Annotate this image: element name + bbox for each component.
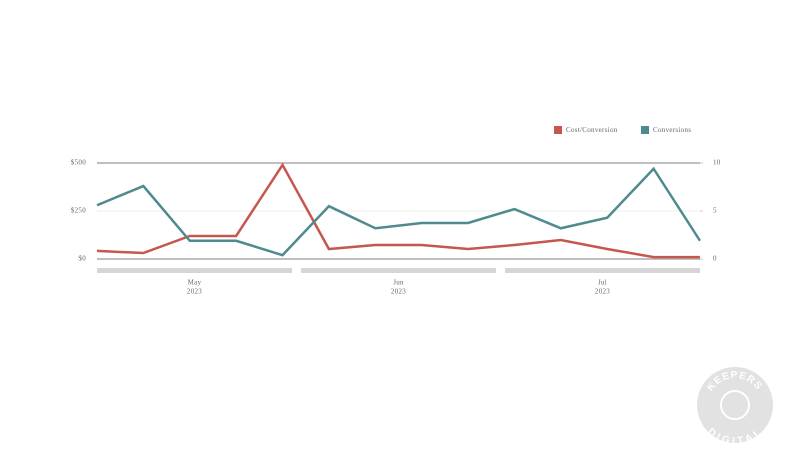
y2-tick-label: 5 — [713, 207, 717, 215]
year-label: 2023 — [595, 288, 610, 296]
month-label: May — [188, 279, 202, 287]
series-line — [96, 166, 702, 257]
y-tick-label: $500 — [71, 159, 86, 167]
y-tick-label: $0 — [78, 255, 86, 263]
y-tick-label: $250 — [71, 207, 86, 215]
year-label: 2023 — [391, 288, 406, 296]
y2-tick-label: 10 — [713, 159, 721, 167]
legend-swatch — [554, 126, 562, 134]
watermark-badge — [697, 367, 773, 443]
month-band — [505, 268, 700, 273]
watermark: KEEPERS DIGITAL — [697, 367, 773, 447]
legend-label: Conversions — [653, 126, 691, 134]
month-band — [97, 268, 292, 273]
month-label: Jun — [393, 279, 404, 287]
watermark-compass — [720, 390, 750, 420]
month-band — [301, 268, 496, 273]
month-label: Jul — [598, 279, 607, 287]
legend-label: Cost/Conversion — [566, 126, 618, 134]
legend-swatch — [641, 126, 649, 134]
series-line — [96, 162, 700, 259]
y2-tick-label: 0 — [713, 255, 717, 263]
year-label: 2023 — [187, 288, 202, 296]
